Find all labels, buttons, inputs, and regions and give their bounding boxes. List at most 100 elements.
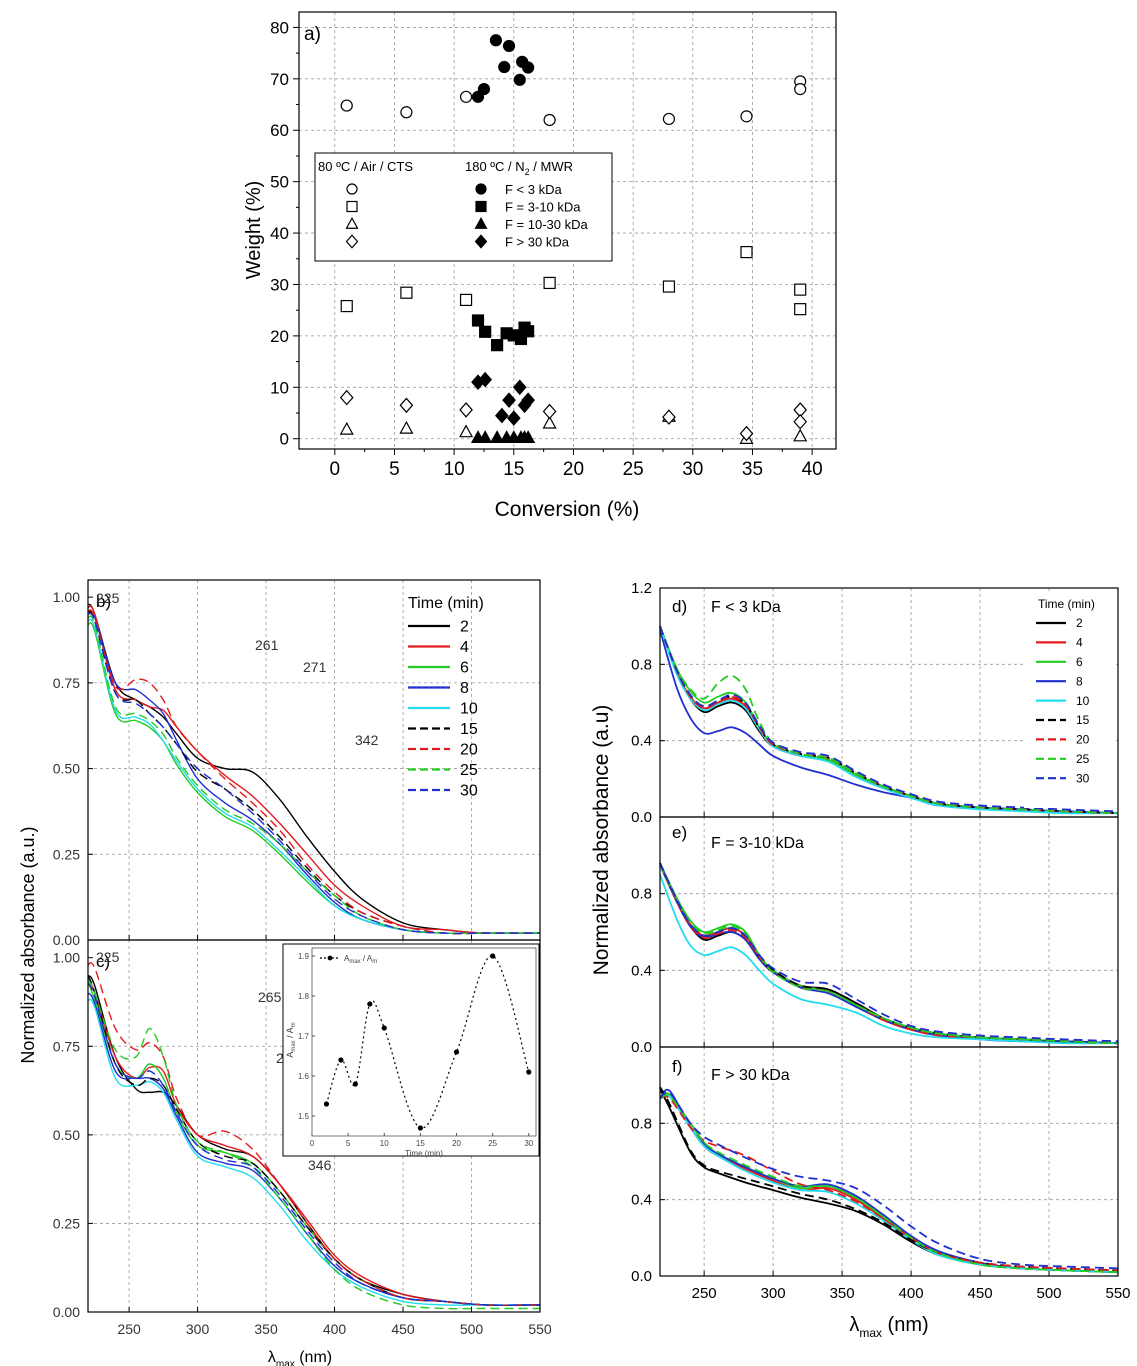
label-part: max	[349, 959, 360, 965]
data-point	[662, 409, 676, 425]
y-tick-label: 0.8	[631, 656, 652, 673]
x-tick-label: 30	[682, 459, 703, 480]
inset-y-tick-label: 1.6	[298, 1072, 310, 1081]
data-point	[662, 112, 676, 126]
series-line	[659, 1093, 1119, 1274]
legend-label: 10	[460, 701, 478, 718]
panel-label: c)	[96, 952, 110, 971]
data-point	[471, 314, 485, 327]
x-axis-title: λmax (nm)	[268, 1349, 332, 1366]
legend-marker	[475, 183, 487, 195]
peak-annotation: 265	[258, 989, 282, 1005]
inset-y-tick-label: 1.9	[298, 952, 310, 961]
inset-data-point	[367, 1001, 373, 1007]
label-part: 180 ºC / N	[465, 159, 525, 174]
inset-y-tick-label: 1.5	[298, 1112, 310, 1121]
series-line	[87, 603, 541, 935]
panel-a: 0 5 10 15 20 25 30 35 40 0 10 20 30 40 50 60 70 80 a) Conve…	[243, 11, 837, 521]
y-tick-label: 0.4	[631, 1192, 652, 1209]
peak-annotation: 342	[355, 732, 379, 748]
series-line	[87, 609, 540, 935]
legend-label: 10	[1076, 694, 1090, 708]
data-point	[400, 286, 413, 299]
x-axis-title: Conversion (%)	[495, 498, 640, 521]
x-tick-label: 500	[460, 1321, 484, 1337]
inset-frame	[311, 947, 537, 1137]
y-tick-label: 80	[270, 18, 289, 37]
inset-x-tick-label: 25	[488, 1139, 497, 1148]
y-tick-label: 0.00	[53, 1304, 80, 1320]
y-axis-title: Weight (%)	[243, 181, 265, 280]
x-tick-label: 400	[323, 1321, 347, 1337]
data-point	[400, 106, 413, 119]
x-tick-label: 250	[117, 1321, 141, 1337]
legend-label: 2	[460, 619, 469, 636]
legend-label: F < 3 kDa	[505, 182, 562, 197]
y-tick-label: 1.2	[631, 580, 652, 597]
data-point	[543, 276, 556, 290]
series-line	[659, 625, 1119, 813]
x-tick-label: 15	[503, 459, 524, 480]
y-tick-label: 10	[270, 378, 289, 397]
panel-title: F < 3 kDa	[711, 599, 781, 616]
inset-data-point	[417, 1125, 423, 1131]
data-point	[521, 392, 535, 408]
panel-label: f)	[672, 1057, 682, 1076]
panel-title: F = 3-10 kDa	[711, 835, 804, 852]
data-point	[740, 245, 753, 259]
data-point	[339, 421, 354, 435]
inset-x-tick-label: 30	[524, 1139, 533, 1148]
data-point	[794, 283, 807, 296]
x-tick-label: 450	[391, 1321, 415, 1337]
series-line	[659, 864, 1119, 1045]
data-point	[794, 303, 807, 316]
series-line	[659, 874, 1119, 1045]
data-point	[506, 410, 521, 426]
peak-annotation: 225	[96, 949, 120, 965]
y-tick-label: 50	[270, 173, 289, 192]
label-part: λ	[849, 1314, 859, 1336]
inset-chart: 0 5 10 15 20 25 30 1.5 1.6 1.7 1.8 1.9 Time (min) Ama…	[282, 943, 540, 1158]
panel-b: 0.00 0.25 0.50 0.75 1.00 b) Time (min) 2 4 6 8 10 15…	[53, 579, 541, 948]
data-point	[502, 39, 516, 53]
legend-label: 2	[1076, 616, 1083, 630]
panel-label: a)	[304, 24, 321, 45]
y-tick-label: 0.4	[631, 962, 652, 979]
label-part: λ	[268, 1349, 276, 1366]
legend-box	[314, 152, 613, 262]
data-point	[522, 61, 535, 74]
data-point	[399, 420, 414, 434]
y-tick-label: 70	[270, 70, 289, 89]
y-tick-label: 0.75	[53, 675, 80, 691]
y-tick-label: 0.25	[53, 846, 80, 862]
series-line	[87, 975, 541, 1306]
x-tick-label: 550	[1105, 1285, 1130, 1302]
data-point	[543, 113, 556, 127]
y-tick-label: 60	[270, 121, 289, 140]
legend-header: 180 ºC / N2 / MWR	[465, 159, 573, 177]
legend-label: 6	[460, 660, 469, 677]
legend-label: 4	[1076, 636, 1083, 650]
x-tick-label: 0	[330, 459, 341, 480]
x-tick-label: 20	[563, 459, 584, 480]
panel-c: 250 300 350 400 450 500 5500.000.250.500.751.0…	[18, 826, 552, 1366]
x-tick-label: 300	[761, 1285, 786, 1302]
y-tick-label: 1.00	[53, 589, 80, 605]
plot-frame	[87, 939, 541, 1313]
data-point	[522, 325, 535, 338]
data-point	[740, 110, 753, 123]
panel-e: 0.0 0.4 0.8 e) F = 3-10 kDa Normalized absorb…	[590, 705, 1119, 1056]
legend-title: Time (min)	[1038, 597, 1095, 611]
legend-marker	[345, 217, 359, 229]
x-tick-label: 400	[899, 1285, 924, 1302]
data-point	[521, 430, 536, 443]
legend-header: 80 ºC / Air / CTS	[318, 159, 413, 174]
label-part: (nm)	[882, 1314, 929, 1336]
x-tick-label: 10	[444, 459, 465, 480]
inset-legend-label: Amax / Am	[344, 954, 377, 965]
series-line	[659, 625, 1119, 815]
panel-d: 0.0 0.4 0.8 1.2 d) F < 3 kDa Time (min) 2 4 6 8 10 1…	[631, 580, 1119, 826]
data-point	[459, 424, 474, 438]
data-point	[340, 299, 353, 313]
label-part: / MWR	[530, 159, 573, 174]
